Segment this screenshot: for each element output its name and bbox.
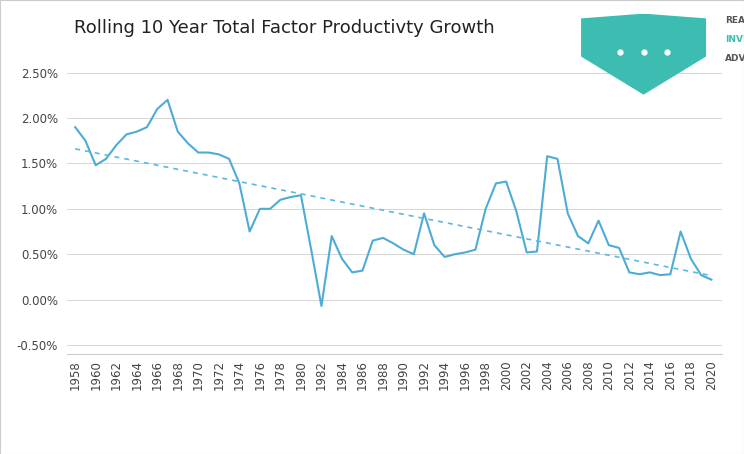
Text: Rolling 10 Year Total Factor Productivty Growth: Rolling 10 Year Total Factor Productivty…: [74, 19, 494, 36]
Text: INVESTMENT: INVESTMENT: [725, 35, 744, 44]
Polygon shape: [581, 14, 706, 94]
Text: ADVICE: ADVICE: [725, 54, 744, 63]
Text: REAL: REAL: [725, 15, 744, 25]
